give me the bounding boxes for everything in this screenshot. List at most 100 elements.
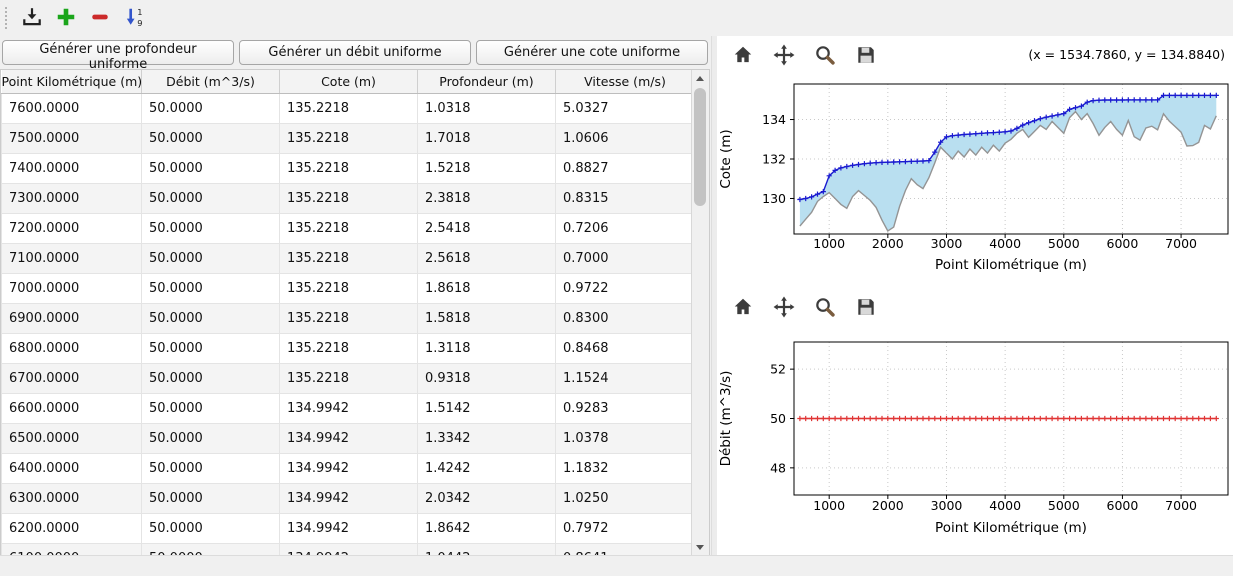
table-cell[interactable]: 1.3342 [417,423,556,454]
zoom-button[interactable] [812,295,838,321]
table-cell[interactable]: 50.0000 [141,183,280,214]
table-cell[interactable]: 0.8641 [555,543,695,555]
column-header[interactable]: Profondeur (m) [417,70,556,94]
table-cell[interactable]: 6100.0000 [1,543,142,555]
table-cell[interactable]: 1.5218 [417,153,556,184]
generate-level-button[interactable]: Générer une cote uniforme [476,40,708,65]
table-cell[interactable]: 1.8642 [417,513,556,544]
table-cell[interactable]: 50.0000 [141,483,280,514]
table-cell[interactable]: 135.2218 [279,333,418,364]
table-cell[interactable]: 7100.0000 [1,243,142,274]
remove-row-button[interactable] [86,4,114,32]
table-cell[interactable]: 134.9942 [279,483,418,514]
table-cell[interactable]: 135.2218 [279,363,418,394]
table-cell[interactable]: 1.0378 [555,423,695,454]
table-cell[interactable]: 135.2218 [279,243,418,274]
table-cell[interactable]: 6300.0000 [1,483,142,514]
table-cell[interactable]: 7500.0000 [1,123,142,154]
table-cell[interactable]: 2.3818 [417,183,556,214]
table-cell[interactable]: 50.0000 [141,213,280,244]
table-cell[interactable]: 0.7206 [555,213,695,244]
table-cell[interactable]: 6200.0000 [1,513,142,544]
table-cell[interactable]: 1.3118 [417,333,556,364]
table-cell[interactable]: 135.2218 [279,213,418,244]
home-button[interactable] [730,295,756,321]
table-cell[interactable]: 6500.0000 [1,423,142,454]
export-table-button[interactable] [18,4,46,32]
table-cell[interactable]: 134.9942 [279,453,418,484]
table-cell[interactable]: 135.2218 [279,153,418,184]
cote-plot[interactable]: 1000 2000 3000 4000 5000 6000 7000 130 132 134 Poi… [717,76,1233,288]
table-cell[interactable]: 2.5618 [417,243,556,274]
table-cell[interactable]: 50.0000 [141,333,280,364]
table-cell[interactable]: 0.9283 [555,393,695,424]
save-figure-button[interactable] [853,295,879,321]
generate-flow-button[interactable]: Générer un débit uniforme [239,40,471,65]
table-cell[interactable]: 7600.0000 [1,93,142,124]
table-cell[interactable]: 50.0000 [141,243,280,274]
pan-button[interactable] [771,295,797,321]
table-cell[interactable]: 5.0327 [555,93,695,124]
table-cell[interactable]: 7300.0000 [1,183,142,214]
column-header[interactable]: Cote (m) [279,70,418,94]
generate-depth-button[interactable]: Générer une profondeur uniforme [2,40,234,72]
table-cell[interactable]: 6900.0000 [1,303,142,334]
table-cell[interactable]: 6600.0000 [1,393,142,424]
table-cell[interactable]: 0.9722 [555,273,695,304]
table-cell[interactable]: 135.2218 [279,93,418,124]
table-cell[interactable]: 135.2218 [279,273,418,304]
table-cell[interactable]: 1.0250 [555,483,695,514]
table-cell[interactable]: 1.1524 [555,363,695,394]
table-cell[interactable]: 50.0000 [141,303,280,334]
column-header[interactable]: Vitesse (m/s) [555,70,695,94]
toolbar-grip[interactable] [5,7,12,29]
table-cell[interactable]: 1.4242 [417,453,556,484]
table-scrollbar[interactable] [691,70,709,555]
table-cell[interactable]: 134.9942 [279,423,418,454]
table-cell[interactable]: 135.2218 [279,303,418,334]
scroll-up-button[interactable] [692,70,708,86]
table-cell[interactable]: 134.9942 [279,393,418,424]
table-cell[interactable]: 6400.0000 [1,453,142,484]
sort-rows-button[interactable]: 1 9 [120,4,148,32]
table-cell[interactable]: 1.5142 [417,393,556,424]
table-cell[interactable]: 1.1832 [555,453,695,484]
table-cell[interactable]: 134.9942 [279,543,418,555]
scroll-down-button[interactable] [692,539,708,555]
table-cell[interactable]: 1.7018 [417,123,556,154]
table-cell[interactable]: 1.5818 [417,303,556,334]
pan-button[interactable] [771,43,797,69]
scrollbar-thumb[interactable] [694,88,706,206]
table-cell[interactable]: 0.8827 [555,153,695,184]
table-cell[interactable]: 7000.0000 [1,273,142,304]
table-cell[interactable]: 1.0606 [555,123,695,154]
debit-plot[interactable]: 1000 2000 3000 4000 5000 6000 7000 48 50 52 Point … [717,328,1233,548]
save-figure-button[interactable] [853,43,879,69]
table-cell[interactable]: 0.7972 [555,513,695,544]
table-cell[interactable]: 50.0000 [141,123,280,154]
table-cell[interactable]: 0.7000 [555,243,695,274]
table-cell[interactable]: 50.0000 [141,423,280,454]
home-button[interactable] [730,43,756,69]
table-cell[interactable]: 2.0342 [417,483,556,514]
table-cell[interactable]: 134.9942 [279,513,418,544]
table-cell[interactable]: 50.0000 [141,363,280,394]
table-cell[interactable]: 135.2218 [279,123,418,154]
table-cell[interactable]: 7200.0000 [1,213,142,244]
table-cell[interactable]: 50.0000 [141,93,280,124]
add-row-button[interactable] [52,4,80,32]
table-cell[interactable]: 2.5418 [417,213,556,244]
table-cell[interactable]: 6700.0000 [1,363,142,394]
table-cell[interactable]: 0.8300 [555,303,695,334]
zoom-button[interactable] [812,43,838,69]
table-cell[interactable]: 0.8468 [555,333,695,364]
table-cell[interactable]: 50.0000 [141,513,280,544]
table-cell[interactable]: 0.9318 [417,363,556,394]
table-cell[interactable]: 0.8315 [555,183,695,214]
table-cell[interactable]: 50.0000 [141,273,280,304]
table-cell[interactable]: 6800.0000 [1,333,142,364]
table-cell[interactable]: 135.2218 [279,183,418,214]
table-cell[interactable]: 1.8618 [417,273,556,304]
table-cell[interactable]: 50.0000 [141,543,280,555]
column-header[interactable]: Point Kilométrique (m) [1,70,142,94]
